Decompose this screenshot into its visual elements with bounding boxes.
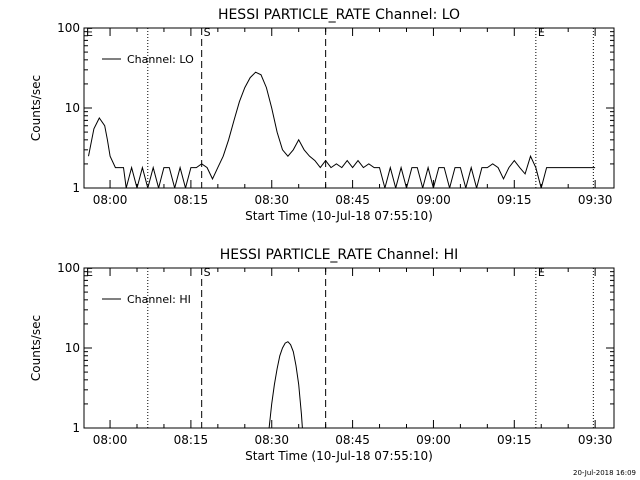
legend-label: Channel: HI — [127, 293, 191, 306]
x-tick-label: 08:30 — [254, 193, 289, 207]
y-tick-label: 1 — [72, 181, 80, 195]
x-tick-label: 09:15 — [497, 193, 532, 207]
y-tick-label: 100 — [57, 21, 80, 35]
legend-label: Channel: LO — [127, 53, 194, 66]
series-line — [268, 341, 303, 428]
x-tick-label: 08:00 — [93, 433, 128, 447]
marker-label: E — [538, 266, 545, 279]
marker-label: E — [86, 26, 93, 39]
footer-timestamp: 20-Jul-2018 16:09 — [572, 469, 636, 477]
marker-label: S — [204, 266, 211, 279]
y-axis-label: Counts/sec — [29, 75, 43, 141]
x-tick-label: 08:45 — [335, 433, 370, 447]
y-tick-label: 100 — [57, 261, 80, 275]
y-axis-label: Counts/sec — [29, 315, 43, 381]
y-tick-label: 10 — [65, 341, 80, 355]
marker-label: E — [538, 26, 545, 39]
x-tick-label: 08:15 — [174, 193, 209, 207]
x-axis-label: Start Time (10-Jul-18 07:55:10) — [245, 209, 433, 223]
chart-panel-2: HESSI PARTICLE_RATE Channel: HI 1 10 100 Cou… — [29, 247, 615, 463]
x-axis-label: Start Time (10-Jul-18 07:55:10) — [245, 449, 433, 463]
y-tick-label: 1 — [72, 421, 80, 435]
x-tick-label: 09:15 — [497, 433, 532, 447]
marker-label: E — [86, 266, 93, 279]
chart-title: HESSI PARTICLE_RATE Channel: LO — [218, 7, 460, 23]
x-tick-label: 08:00 — [93, 193, 128, 207]
x-tick-label: 09:00 — [416, 193, 451, 207]
chart-title: HESSI PARTICLE_RATE Channel: HI — [220, 247, 458, 263]
series-line — [88, 71, 596, 188]
x-tick-label: 08:30 — [254, 433, 289, 447]
x-tick-label: 08:15 — [174, 433, 209, 447]
x-tick-label: 09:30 — [578, 193, 613, 207]
x-tick-label: 09:00 — [416, 433, 451, 447]
x-tick-label: 08:45 — [335, 193, 370, 207]
marker-label: S — [204, 26, 211, 39]
x-tick-label: 09:30 — [578, 433, 613, 447]
chart-panel-1: HESSI PARTICLE_RATE Channel: LO 1 10 100 Cou… — [29, 7, 615, 223]
plot-frame — [83, 267, 615, 429]
y-tick-label: 10 — [65, 101, 80, 115]
